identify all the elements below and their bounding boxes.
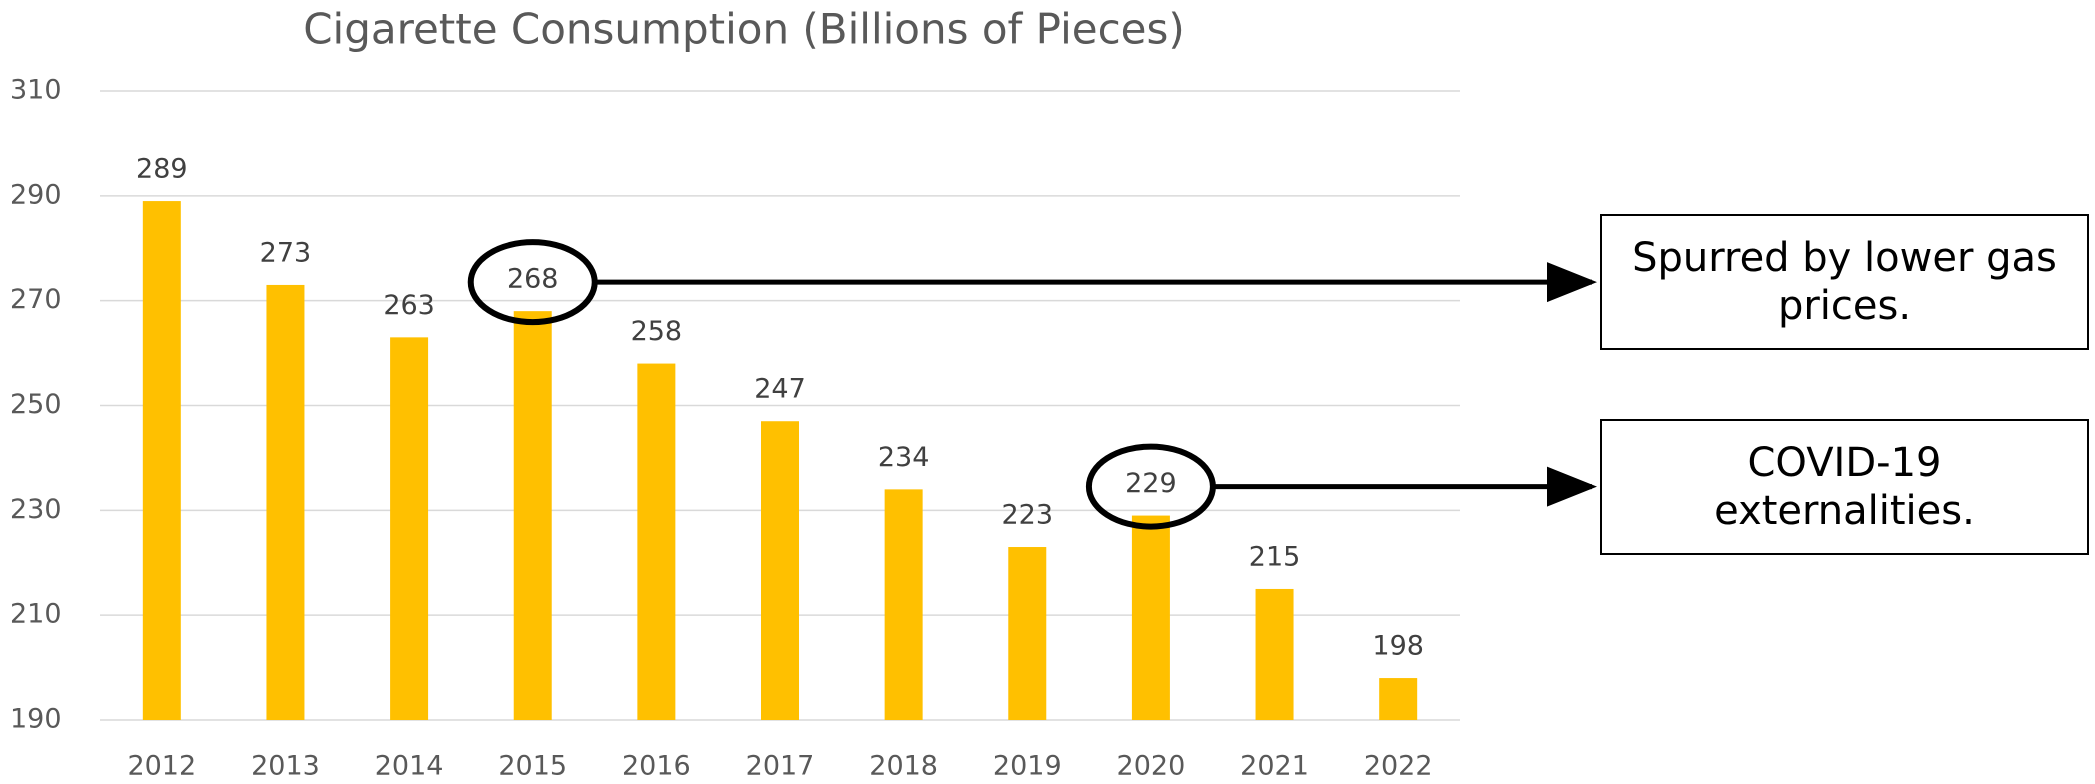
bar [1255, 588, 1294, 720]
y-tick-label: 290 [10, 179, 62, 210]
bar [513, 311, 552, 720]
data-label: 258 [631, 316, 683, 347]
bar [761, 421, 799, 720]
bar [1379, 678, 1418, 720]
annotation-box: COVID-19 externalities. [1600, 418, 2089, 555]
y-tick-label: 270 [10, 284, 62, 315]
x-tick-label: 2022 [1364, 751, 1433, 782]
x-tick-label: 2013 [251, 751, 320, 782]
bar [390, 337, 429, 720]
data-label: 229 [1125, 468, 1177, 499]
x-tick-label: 2012 [127, 751, 196, 782]
data-label: 198 [1372, 631, 1424, 662]
x-tick-label: 2020 [1117, 751, 1186, 782]
data-label: 223 [1001, 500, 1053, 531]
x-tick-label: 2019 [993, 751, 1062, 782]
y-tick-label: 230 [10, 494, 62, 525]
data-label: 263 [383, 290, 435, 321]
data-label: 234 [878, 442, 930, 473]
x-tick-label: 2021 [1240, 751, 1309, 782]
x-tick-label: 2017 [746, 751, 815, 782]
x-tick-label: 2014 [375, 751, 444, 782]
bar [637, 363, 676, 720]
chart-title: Cigarette Consumption (Billions of Piece… [303, 5, 1185, 54]
bar [266, 284, 305, 720]
y-tick-label: 210 [10, 599, 62, 630]
annotation-text: Spurred by lower gas prices. [1600, 214, 2089, 351]
data-label: 268 [507, 264, 559, 295]
x-tick-label: 2015 [498, 751, 567, 782]
y-tick-label: 250 [10, 389, 62, 420]
data-label: 215 [1249, 541, 1301, 572]
data-label: 289 [136, 154, 188, 185]
bar [884, 489, 923, 720]
annotation-box: Spurred by lower gas prices. [1600, 214, 2089, 351]
y-tick-label: 190 [10, 704, 62, 735]
data-label: 273 [260, 237, 312, 268]
bar [1008, 547, 1047, 720]
bar [1131, 515, 1170, 720]
annotation-text: COVID-19 externalities. [1600, 418, 2089, 555]
x-tick-label: 2016 [622, 751, 691, 782]
bar [142, 201, 181, 720]
x-tick-label: 2018 [869, 751, 938, 782]
data-label: 247 [754, 374, 806, 405]
y-tick-label: 310 [10, 75, 62, 106]
